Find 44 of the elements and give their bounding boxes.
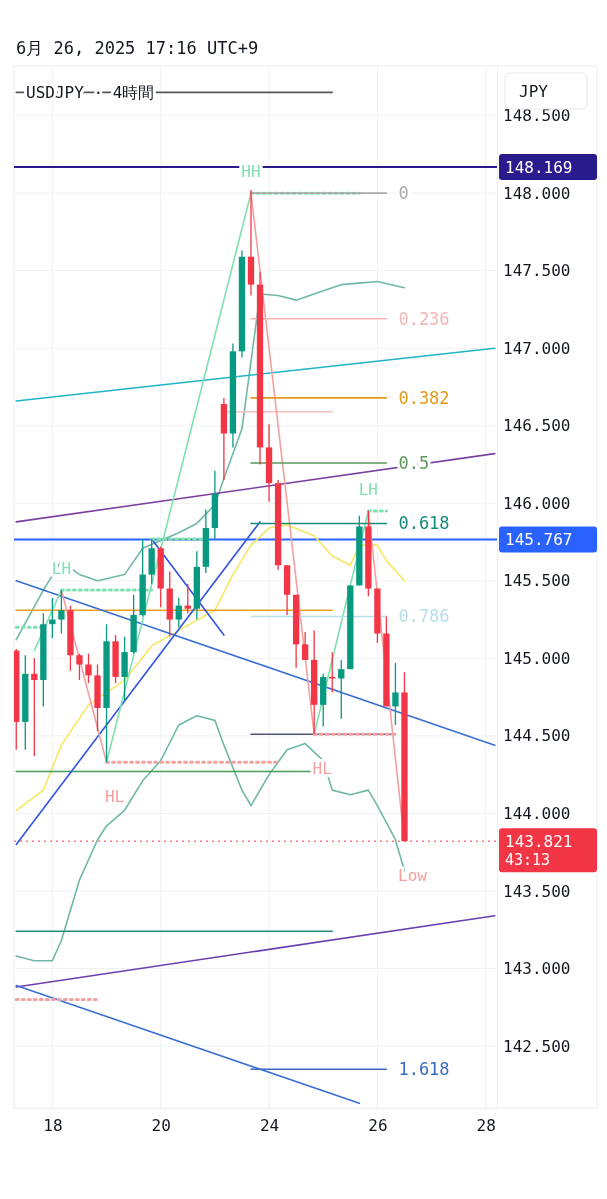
series-label: Low [398, 865, 428, 885]
y-axis-title: JPY [519, 81, 549, 101]
candlestick [31, 657, 38, 757]
y-tick-label: 147.500 [503, 261, 571, 281]
candlestick [85, 653, 92, 684]
x-tick-label: 18 [43, 1116, 63, 1136]
series-label: LH [358, 479, 378, 499]
candlestick [175, 597, 182, 628]
x-tick-label: 24 [259, 1116, 280, 1136]
text: 43:13 [505, 851, 551, 870]
y-tick-label: 147.000 [503, 338, 571, 358]
ref-line-label: 143.821 [505, 831, 573, 851]
x-tick-label: 20 [151, 1116, 171, 1136]
candlestick [338, 659, 345, 720]
candlestick [76, 653, 83, 681]
series-label: HH [241, 161, 261, 181]
series-label: HL [104, 786, 125, 806]
ref-line-label: 145.767 [505, 530, 573, 549]
y-tick-label: 144.000 [503, 804, 571, 824]
candlestick [392, 662, 399, 726]
y-tick-label: 142.500 [503, 1036, 571, 1056]
y-tick-label: 145.000 [503, 648, 571, 668]
x-tick-label: 28 [476, 1116, 496, 1136]
y-tick-label: 148.500 [503, 106, 571, 126]
series-label: 0.786 [398, 606, 450, 627]
x-tick-label: 26 [368, 1116, 388, 1136]
series-label: 0.618 [398, 513, 450, 534]
y-tick-label: 148.000 [503, 183, 571, 203]
ref-line-label: 148.169 [505, 157, 573, 177]
y-tick-label: 143.000 [503, 959, 571, 979]
y-tick-label: 144.500 [503, 726, 571, 746]
y-tick-label: 146.000 [503, 493, 571, 513]
y-tick-label: 145.500 [503, 571, 571, 591]
chart-subtitle: 6月 26, 2025 17:16 UTC+9 [16, 38, 259, 58]
candlestick [49, 597, 56, 639]
y-tick-label: 146.500 [503, 416, 571, 436]
candlestick [184, 583, 191, 615]
series-label: 0.382 [398, 387, 450, 408]
series-label: 0.236 [398, 308, 450, 329]
candlestick [58, 589, 65, 635]
series-label: 1.618 [398, 1059, 450, 1080]
candlestick [301, 631, 309, 661]
y-tick-label: 143.500 [503, 881, 571, 901]
series-label: 0 [398, 183, 409, 204]
